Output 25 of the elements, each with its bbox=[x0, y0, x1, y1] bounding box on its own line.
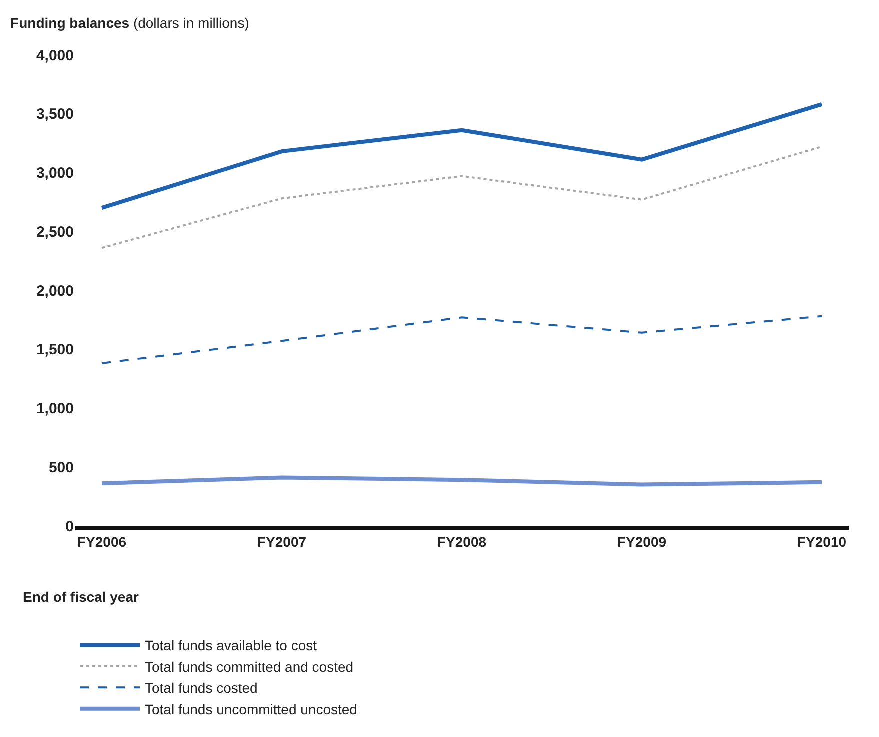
x-tick-label: FY2007 bbox=[257, 534, 307, 550]
y-tick-label: 4,000 bbox=[36, 47, 74, 64]
y-tick-label: 0 bbox=[66, 518, 74, 536]
line-series bbox=[101, 315, 823, 365]
chart-subtitle: (dollars in millions) bbox=[133, 15, 250, 32]
x-axis-title: End of fiscal year bbox=[23, 589, 140, 605]
y-tick-label: 500 bbox=[48, 459, 74, 476]
legend-label: Total funds available to cost bbox=[145, 638, 318, 654]
line-series bbox=[101, 146, 823, 250]
y-tick-label: 3,500 bbox=[36, 106, 74, 124]
y-tick-label: 3,000 bbox=[36, 165, 74, 182]
x-tick-label: FY2010 bbox=[797, 534, 847, 550]
y-tick-label: 1,000 bbox=[36, 400, 74, 418]
legend-label: Total funds uncommitted uncosted bbox=[145, 701, 358, 718]
line-series bbox=[100, 102, 824, 210]
x-tick-label: FY2006 bbox=[77, 534, 127, 550]
chart-title: Funding balances bbox=[10, 15, 130, 32]
x-tick-label: FY2008 bbox=[437, 534, 487, 550]
x-tick-label: FY2009 bbox=[617, 534, 667, 550]
legend-label: Total funds committed and costed bbox=[145, 658, 354, 675]
line-series bbox=[100, 476, 824, 487]
y-tick-label: 2,000 bbox=[36, 282, 74, 300]
y-tick-label: 2,500 bbox=[36, 224, 74, 241]
y-tick-label: 1,500 bbox=[36, 342, 74, 359]
legend-label: Total funds costed bbox=[145, 680, 258, 696]
